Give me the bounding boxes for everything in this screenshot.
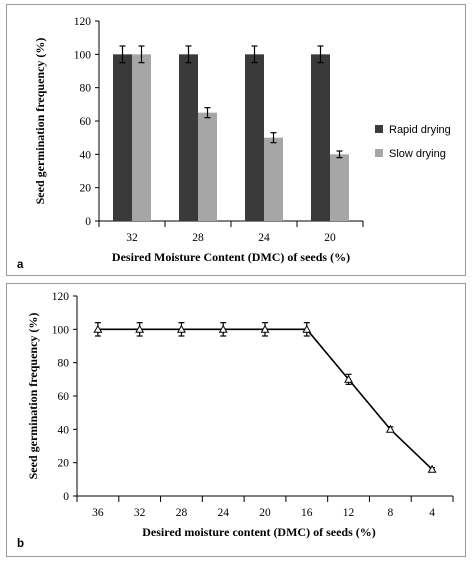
bar-rapid-drying: [311, 54, 330, 222]
x-axis-title: Desired Moisture Content (DMC) of seeds …: [112, 250, 350, 264]
x-tick-label: 32: [126, 232, 138, 244]
y-tick-label: 20: [58, 458, 70, 470]
x-tick-label: 16: [301, 507, 313, 519]
x-tick-label: 20: [324, 232, 336, 244]
legend-swatch: [375, 149, 383, 157]
y-tick-label: 0: [85, 216, 91, 228]
x-tick-label: 8: [387, 507, 393, 519]
x-axis-title: Desired moisture content (DMC) of seeds …: [142, 525, 376, 539]
bar-rapid-drying: [113, 54, 132, 222]
x-tick-label: 36: [92, 507, 104, 519]
legend-swatch: [375, 125, 383, 133]
panel-label: b: [17, 538, 24, 550]
y-axis-title: Seed germination frequency (%): [33, 38, 47, 205]
y-axis-title: Seed germination frequency (%): [26, 313, 40, 480]
bar-rapid-drying: [179, 54, 198, 222]
data-point-marker: [135, 324, 145, 333]
legend-label: Slow drying: [389, 148, 446, 160]
y-tick-label: 100: [52, 324, 70, 336]
x-tick-label: 4: [429, 507, 435, 519]
y-tick-label: 60: [58, 391, 70, 403]
data-point-marker: [176, 324, 186, 333]
bar-chart-svg: 0 20 40 60 80 100 120 32 28 24 20 Desired Moisture …: [17, 16, 451, 271]
panel-label: a: [17, 259, 24, 271]
data-point-marker: [260, 324, 270, 333]
y-tick-label: 40: [80, 149, 92, 161]
x-tick-label: 28: [192, 232, 204, 244]
data-point-marker: [344, 374, 354, 383]
y-tick-label: 80: [58, 358, 70, 370]
x-tick-label: 24: [258, 232, 270, 244]
data-point-marker: [385, 424, 395, 433]
x-tick-label: 24: [217, 507, 229, 519]
x-tick-label: 28: [176, 507, 188, 519]
y-tick-label: 20: [80, 183, 92, 195]
bar-rapid-drying: [245, 54, 264, 222]
y-tick-label: 120: [52, 291, 70, 303]
bar-slow-drying: [132, 54, 151, 222]
chart-panel-b: 0 20 40 60 80 100 120 36 32 28 24 20 16 12 8 4 Desired m…: [6, 283, 466, 557]
y-tick-label: 80: [80, 83, 92, 95]
line-chart-svg: 0 20 40 60 80 100 120 36 32 28 24 20 16 12 8 4 Desired m…: [17, 291, 454, 550]
bar-slow-drying: [264, 137, 283, 221]
y-tick-label: 100: [74, 49, 92, 61]
chart-panel-a: 0 20 40 60 80 100 120 32 28 24 20 Desired Moisture …: [6, 4, 466, 276]
legend-label: Rapid drying: [389, 124, 451, 136]
data-point-marker: [93, 324, 103, 333]
x-tick-label: 20: [259, 507, 271, 519]
data-point-marker: [427, 464, 437, 473]
bar-slow-drying: [330, 154, 349, 221]
y-tick-label: 60: [80, 116, 92, 128]
y-tick-label: 0: [63, 491, 69, 503]
y-tick-label: 120: [74, 16, 92, 28]
y-tick-label: 40: [58, 424, 70, 436]
data-line: [97, 328, 433, 470]
data-point-marker: [218, 324, 228, 333]
x-tick-label: 12: [343, 507, 355, 519]
bar-slow-drying: [198, 112, 217, 221]
x-tick-label: 32: [134, 507, 146, 519]
data-point-marker: [302, 324, 312, 333]
